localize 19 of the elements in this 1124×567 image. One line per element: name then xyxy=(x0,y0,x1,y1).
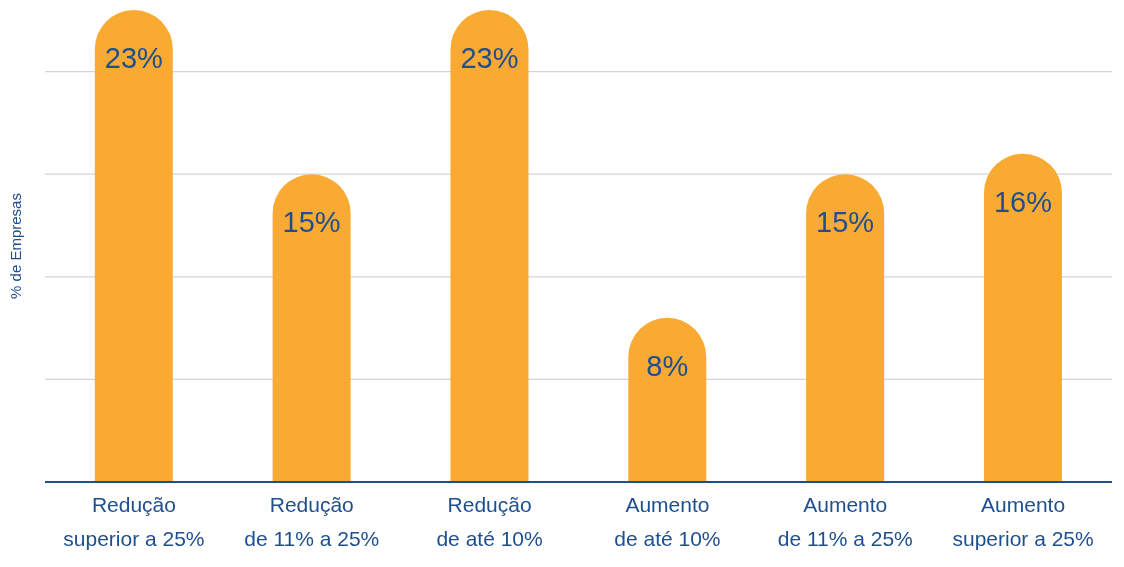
data-label: 23% xyxy=(460,42,519,74)
x-tick-label: Redução de até 10% xyxy=(436,493,543,550)
data-label: 16% xyxy=(993,185,1052,218)
data-label: 23% xyxy=(104,42,163,74)
bar xyxy=(806,174,885,482)
bar xyxy=(983,153,1062,482)
bar xyxy=(94,10,173,482)
x-tick-label: Redução superior a 25% xyxy=(63,493,205,550)
x-tick-label: Aumento superior a 25% xyxy=(952,493,1094,550)
bar xyxy=(628,317,707,482)
bar xyxy=(450,10,529,482)
x-tick-label: Aumento de até 10% xyxy=(614,493,721,550)
x-tick-label: Aumento de 11% a 25% xyxy=(777,493,913,550)
data-label: 15% xyxy=(816,206,875,239)
data-label: 8% xyxy=(646,349,689,382)
data-label: 15% xyxy=(282,206,341,239)
y-axis-title: % de Empresas xyxy=(7,193,25,299)
x-tick-label: Redução de 11% a 25% xyxy=(244,493,380,550)
bar xyxy=(272,174,351,482)
